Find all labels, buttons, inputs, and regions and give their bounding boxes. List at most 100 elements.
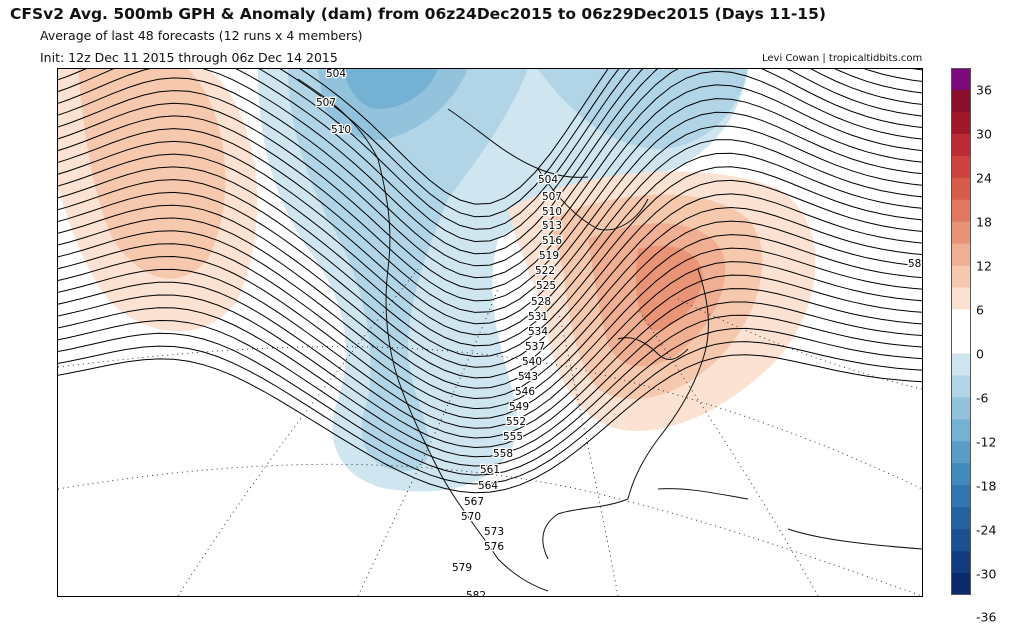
contour-label: 564 [478,480,498,492]
contour-label: 561 [480,464,500,476]
contour-label: 555 [503,431,523,443]
colorbar-swatch [951,485,971,508]
height-contour-line [58,314,922,467]
colorbar-swatch [951,441,971,464]
colorbar-swatch [951,287,971,311]
height-contour-line [58,98,922,302]
contour-label: 552 [506,416,526,428]
colorbar-swatch [951,397,971,420]
colorbar-tick-label: 6 [976,302,984,318]
height-contour-line [58,234,922,410]
colorbar-tick-label: -30 [976,566,997,582]
colorbar-swatch [951,68,971,91]
height-contour-line [58,111,922,313]
contour-label: 510 [542,206,562,218]
credit-text: Levi Cowan | tropicaltidbits.com [762,53,923,64]
height-contours [58,69,922,494]
contour-label: 516 [542,235,562,247]
contour-label: 507 [542,191,562,203]
contour-labels: 504 507 510 504 507 510 513 516 519 522 525 528 531 5… [315,69,922,596]
contour-label: 573 [484,526,504,538]
height-contour-line [299,69,922,205]
contour-label: 519 [539,250,559,262]
colorbar-swatch [951,309,971,332]
height-contour-line [58,193,922,379]
contour-label: 540 [522,356,542,368]
west-coast-outline [377,158,549,592]
colorbar-swatch [951,177,971,201]
colorbar-swatch [951,89,971,113]
caribbean-outline [657,488,749,500]
colorbar-border [951,68,971,595]
colorbar-swatch [951,375,971,398]
contour-label: 543 [518,371,538,383]
height-contour-line [58,69,922,255]
height-contour-line [58,69,922,243]
height-contour-line [58,84,922,290]
contour-label: 579 [452,562,472,574]
colorbar-tick-label: 12 [976,258,992,274]
height-contour-line [58,301,922,458]
chart-subtitle: Average of last 48 forecasts (12 runs x … [40,28,363,43]
geographic-outlines [297,78,922,592]
western-trough-anomaly-inner [343,69,438,109]
colorbar-swatch [951,507,971,530]
colorbar-swatch [951,221,971,245]
height-contour-line [58,139,922,336]
contour-label: 510 [331,124,351,136]
colorbar-tick-label: -6 [976,390,989,406]
hudson-bay-outline [537,168,649,231]
height-contour-line [58,166,922,358]
colorbar-svg [951,68,971,596]
colorbar-swatch [951,331,971,354]
contour-label: 576 [484,541,504,553]
contour-label: 528 [531,296,551,308]
contour-label: 537 [525,341,545,353]
height-contour-line [58,69,922,230]
contour-label: 546 [515,386,535,398]
pacific-ridge-anomaly-core [78,69,226,279]
colorbar-swatch [951,199,971,223]
contour-label: 525 [536,280,556,292]
contour-label: 582 [466,590,486,596]
western-trough-anomaly-mid [288,69,528,471]
colorbar-tick-label: 36 [976,82,992,98]
colorbar-swatch [951,353,971,376]
contour-label: 513 [542,220,562,232]
colorbar-tick-label: -12 [976,434,997,450]
height-contour-line [58,341,922,485]
height-contour-line [58,70,922,279]
init-info: Init: 12z Dec 11 2015 through 06z Dec 14… [40,50,338,65]
east-coast-outline [627,268,709,500]
colorbar-tick-label: 0 [976,346,984,362]
contour-label: 582 [908,258,922,270]
height-contour-line [58,125,922,325]
map-svg: 504 507 510 504 507 510 513 516 519 522 525 528 531 5… [58,69,922,596]
contour-label: 567 [464,496,484,508]
contour-label: 558 [493,448,513,460]
colorbar-swatch [951,419,971,442]
colorbar-swatch [951,529,971,552]
height-contour-line [58,179,922,368]
height-contour-line [279,69,922,218]
chart-title: CFSv2 Avg. 500mb GPH & Anomaly (dam) fro… [10,5,826,23]
colorbar-labels: 36 30 24 18 12 6 0 -6 -12 -18 -24 -30 -36 [976,68,1016,625]
colorbar-tick-label: 24 [976,170,992,186]
height-contour-line [58,327,922,476]
arctic-coast-outline [447,108,589,178]
colorbar-swatch [951,155,971,179]
height-contour-line [58,69,922,267]
colorbar-tick-label: 18 [976,214,992,230]
height-contour-line [58,220,922,400]
anomaly-colorbar [951,68,971,596]
colorbar-swatch [951,463,971,486]
colorbar-tick-label: -24 [976,522,997,538]
alaska-coast-outline [297,78,379,160]
contour-label: 570 [461,511,481,523]
colorbar-swatch [951,111,971,135]
colorbar-tick-label: -36 [976,609,997,625]
contour-label: 504 [326,69,346,80]
colorbar-swatch [951,133,971,157]
contour-label: 507 [316,97,336,109]
colorbar-swatch [951,265,971,289]
